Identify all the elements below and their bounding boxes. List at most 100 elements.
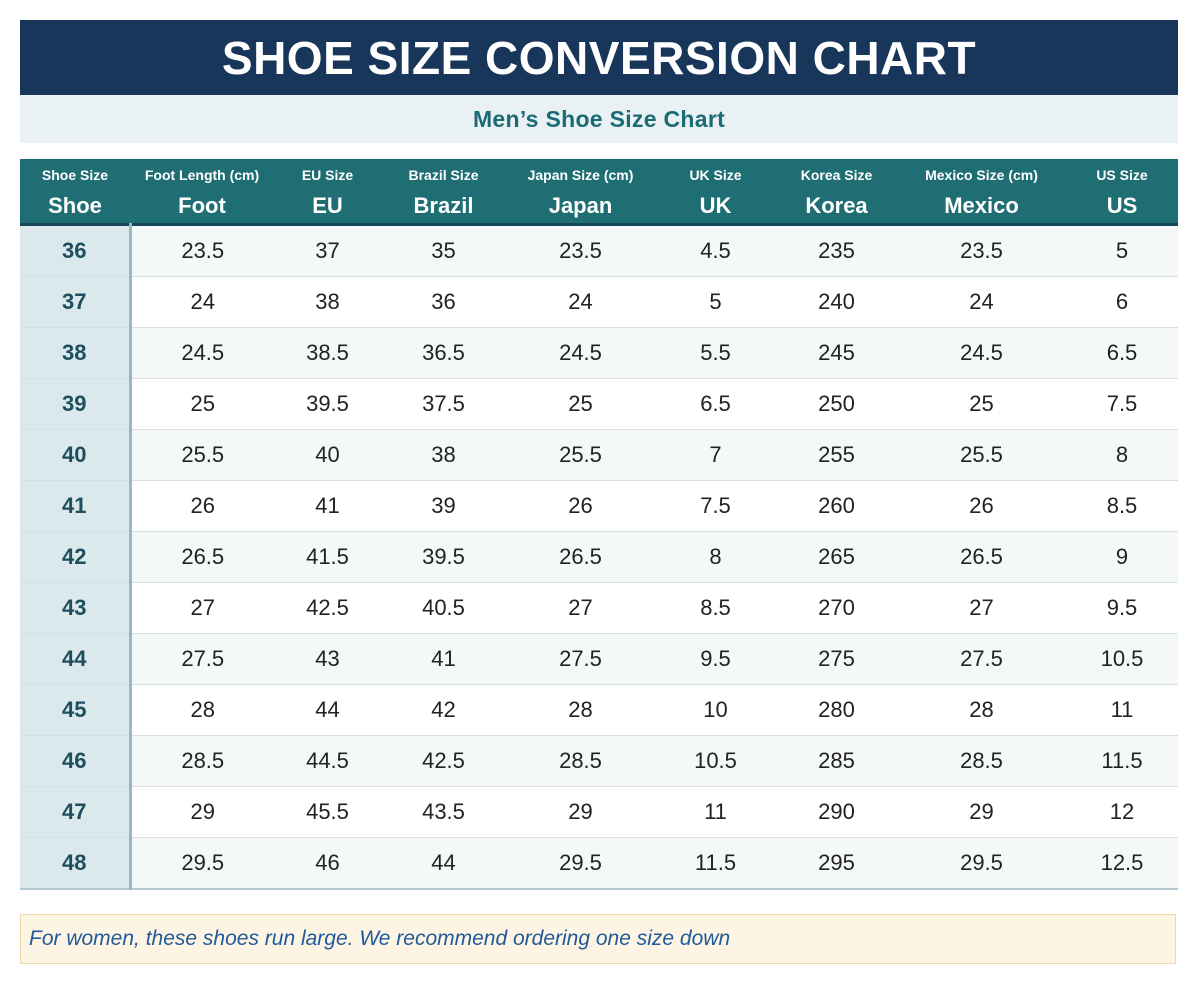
column-header-label: US Size xyxy=(1096,167,1148,183)
table-cell: 28 xyxy=(506,684,655,736)
table-cell: 25.5 xyxy=(130,429,274,481)
table-cell: 10 xyxy=(655,684,776,736)
table-cell: 240 xyxy=(776,276,897,328)
table-cell: 23.5 xyxy=(897,224,1066,277)
table-cell: 38 xyxy=(381,429,506,481)
table-header-row: Shoe Size Shoe Foot Length (cm) Foot EU Size… xyxy=(20,159,1178,225)
table-cell: 24.5 xyxy=(130,327,274,379)
table-row: 40 25.5 40 38 25.5 7 255 25.5 8 xyxy=(20,429,1178,481)
table-cell: 25.5 xyxy=(897,429,1066,481)
table-row: 45 28 44 42 28 10 280 28 11 xyxy=(20,684,1178,736)
column-header-short: Foot xyxy=(178,193,226,218)
table-cell: 5.5 xyxy=(655,327,776,379)
table-cell: 8 xyxy=(1066,429,1178,481)
column-header: Japan Size (cm) Japan xyxy=(506,159,655,225)
column-header: EU Size EU xyxy=(274,159,381,225)
table-cell: 38 xyxy=(274,276,381,328)
table-cell: 26 xyxy=(897,480,1066,532)
column-header-short: US xyxy=(1106,193,1138,218)
column-header-label: UK Size xyxy=(689,167,742,183)
shoe-size-cell: 45 xyxy=(20,684,132,736)
column-header: US Size US xyxy=(1066,159,1178,225)
column-header: Korea Size Korea xyxy=(776,159,897,225)
table-cell: 9 xyxy=(1066,531,1178,583)
column-header-label: EU Size xyxy=(301,167,354,183)
table-cell: 255 xyxy=(776,429,897,481)
column-header-label: Japan Size (cm) xyxy=(527,167,634,183)
column-header: Foot Length (cm) Foot xyxy=(130,159,274,225)
table-cell: 285 xyxy=(776,735,897,787)
column-header-label: Foot Length (cm) xyxy=(144,167,260,183)
table-cell: 25 xyxy=(130,378,274,430)
table-cell: 8.5 xyxy=(655,582,776,634)
table-cell: 27.5 xyxy=(506,633,655,685)
table-cell: 25.5 xyxy=(506,429,655,481)
shoe-size-cell: 47 xyxy=(20,786,132,838)
table-cell: 42 xyxy=(381,684,506,736)
shoe-size-cell: 43 xyxy=(20,582,132,634)
table-cell: 29 xyxy=(897,786,1066,838)
table-cell: 270 xyxy=(776,582,897,634)
table-cell: 41.5 xyxy=(274,531,381,583)
table-cell: 46 xyxy=(274,837,381,890)
shoe-size-cell: 40 xyxy=(20,429,132,481)
column-header: Mexico Size (cm) Mexico xyxy=(897,159,1066,225)
table-cell: 8 xyxy=(655,531,776,583)
sizing-note: For women, these shoes run large. We rec… xyxy=(20,914,1176,964)
shoe-size-cell: 44 xyxy=(20,633,132,685)
column-header-short: Japan xyxy=(548,193,613,218)
column-header: Brazil Size Brazil xyxy=(381,159,506,225)
table-cell: 29.5 xyxy=(506,837,655,890)
table-cell: 290 xyxy=(776,786,897,838)
column-header-label: Mexico Size (cm) xyxy=(925,167,1038,183)
table-cell: 27.5 xyxy=(130,633,274,685)
table-cell: 4.5 xyxy=(655,224,776,277)
table-cell: 5 xyxy=(1066,224,1178,277)
table-row: 36 23.5 37 35 23.5 4.5 235 23.5 5 xyxy=(20,224,1178,277)
table-cell: 44 xyxy=(274,684,381,736)
table-cell: 35 xyxy=(381,224,506,277)
shoe-size-cell: 46 xyxy=(20,735,132,787)
table-cell: 27 xyxy=(130,582,274,634)
table-cell: 38.5 xyxy=(274,327,381,379)
table-cell: 25 xyxy=(897,378,1066,430)
column-header-label: Shoe Size xyxy=(41,167,109,183)
table-cell: 40.5 xyxy=(381,582,506,634)
table-cell: 26 xyxy=(130,480,274,532)
shoe-size-cell: 39 xyxy=(20,378,132,430)
shoe-size-cell: 42 xyxy=(20,531,132,583)
table-cell: 11.5 xyxy=(655,837,776,890)
table-cell: 7 xyxy=(655,429,776,481)
table-row: 46 28.5 44.5 42.5 28.5 10.5 285 28.5 11.5 xyxy=(20,735,1178,787)
table-cell: 39.5 xyxy=(274,378,381,430)
column-header-label: Brazil Size xyxy=(408,167,479,183)
table-cell: 24.5 xyxy=(506,327,655,379)
table-row: 44 27.5 43 41 27.5 9.5 275 27.5 10.5 xyxy=(20,633,1178,685)
table-cell: 295 xyxy=(776,837,897,890)
table-cell: 28 xyxy=(897,684,1066,736)
table-cell: 24 xyxy=(897,276,1066,328)
table-cell: 7.5 xyxy=(655,480,776,532)
chart-title: SHOE SIZE CONVERSION CHART xyxy=(20,20,1178,95)
table-cell: 26.5 xyxy=(897,531,1066,583)
table-cell: 9.5 xyxy=(655,633,776,685)
table-cell: 36 xyxy=(381,276,506,328)
table-cell: 245 xyxy=(776,327,897,379)
table-cell: 24 xyxy=(506,276,655,328)
shoe-size-cell: 38 xyxy=(20,327,132,379)
table-row: 41 26 41 39 26 7.5 260 26 8.5 xyxy=(20,480,1178,532)
table-cell: 44.5 xyxy=(274,735,381,787)
column-header-short: Brazil xyxy=(413,193,474,218)
table-row: 39 25 39.5 37.5 25 6.5 250 25 7.5 xyxy=(20,378,1178,430)
column-header-short: Shoe xyxy=(48,193,102,218)
table-cell: 28 xyxy=(130,684,274,736)
table-cell: 24 xyxy=(130,276,274,328)
shoe-size-cell: 48 xyxy=(20,837,132,890)
column-header-short: Korea xyxy=(805,193,868,218)
table-cell: 44 xyxy=(381,837,506,890)
table-cell: 28.5 xyxy=(897,735,1066,787)
table-cell: 36.5 xyxy=(381,327,506,379)
table-cell: 42.5 xyxy=(274,582,381,634)
table-cell: 39.5 xyxy=(381,531,506,583)
table-cell: 41 xyxy=(381,633,506,685)
